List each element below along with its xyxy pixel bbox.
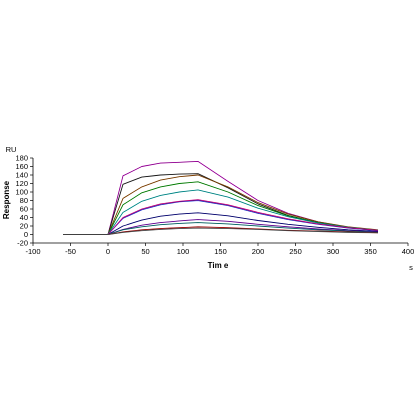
fit-line-1 [107, 161, 379, 235]
fit-line-7 [107, 199, 379, 235]
x-tick-label: -100 [25, 247, 40, 256]
y-tick-label: 80 [20, 196, 28, 205]
x-tick-label: 50 [141, 247, 149, 256]
x-tick-label: 350 [364, 247, 377, 256]
fit-line-9 [107, 219, 379, 235]
x-axis-title: Tim e [208, 261, 229, 270]
series-layer [63, 160, 379, 235]
y-tick-label: 60 [20, 205, 28, 214]
x-tick-label: 150 [214, 247, 227, 256]
x-unit-label: s [409, 263, 413, 272]
y-tick-label: 100 [15, 188, 28, 197]
fit-line-5 [107, 189, 379, 235]
y-tick-label: -20 [17, 239, 28, 248]
x-tick-label: 300 [327, 247, 340, 256]
y-unit-label: RU [6, 145, 17, 154]
y-tick-label: 160 [15, 162, 28, 171]
x-tick-label: -50 [65, 247, 76, 256]
x-tick-label: 200 [252, 247, 265, 256]
ticks: -100 -50 0 50 100 150 200 250 300 350 400-20020406… [15, 154, 414, 257]
x-tick-label: 0 [106, 247, 110, 256]
y-tick-label: 140 [15, 171, 28, 180]
y-tick-label: 120 [15, 179, 28, 188]
y-tick-label: 180 [15, 154, 28, 163]
fit-line-12 [107, 227, 379, 235]
x-tick-label: 250 [289, 247, 302, 256]
fit-line-3 [107, 174, 379, 235]
x-tick-label: 100 [177, 247, 190, 256]
x-tick-label: 400 [402, 247, 415, 256]
y-tick-label: 40 [20, 213, 28, 222]
series-line-1 [107, 160, 379, 235]
y-tick-label: 20 [20, 222, 28, 231]
y-axis-title: Response [2, 180, 11, 219]
fit-line-8 [107, 212, 379, 235]
y-tick-label: 0 [24, 230, 28, 239]
series-line-5 [107, 189, 379, 235]
fit-line-10 [107, 222, 379, 235]
